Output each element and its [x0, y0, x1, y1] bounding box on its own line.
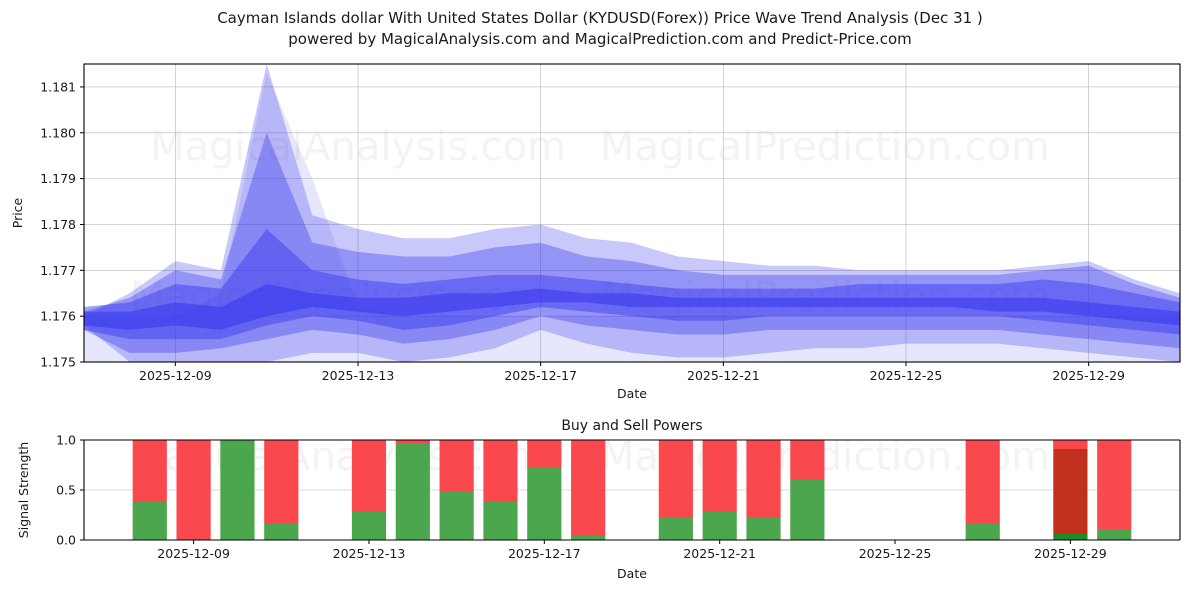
bar-segment-buy[interactable] — [703, 512, 737, 540]
y-tick-label: 1.180 — [40, 125, 76, 140]
bar-segment-buy[interactable] — [483, 502, 517, 540]
bar-segment-sell[interactable] — [1097, 440, 1131, 529]
x-tick-label: 2025-12-17 — [504, 368, 577, 383]
bar-segment-sell[interactable] — [571, 440, 605, 535]
bar-segment-sell[interactable] — [483, 440, 517, 502]
x-tick-label: 2025-12-09 — [157, 546, 230, 561]
y-tick-label: 1.179 — [40, 171, 76, 186]
bar-group — [264, 440, 298, 540]
bar-group — [966, 440, 1000, 540]
bar-segment-sell[interactable] — [659, 440, 693, 518]
bar-segment-buy[interactable] — [133, 502, 167, 540]
price-y-axis-ticks: 1.175 1.176 1.177 1.178 1.179 1.180 1.181 — [40, 79, 84, 369]
figure-title-line-1: Cayman Islands dollar With United States… — [0, 8, 1200, 29]
bar-segment-buy[interactable] — [352, 512, 386, 540]
bar-group — [440, 440, 474, 540]
bar-segment-buy[interactable] — [264, 523, 298, 540]
bar-segment-sell[interactable] — [352, 440, 386, 512]
bar-segment-buy[interactable] — [659, 518, 693, 540]
x-tick-label: 2025-12-25 — [870, 368, 943, 383]
figure-title-line-2: powered by MagicalAnalysis.com and Magic… — [0, 29, 1200, 50]
bar-group — [527, 440, 561, 540]
figure-title: Cayman Islands dollar With United States… — [0, 8, 1200, 50]
y-tick-label: 0.5 — [56, 483, 76, 498]
y-tick-label: 1.181 — [40, 79, 76, 94]
bar-group — [790, 440, 824, 540]
price-x-axis-label: Date — [617, 386, 647, 401]
buy-sell-y-axis-ticks: 0.0 0.5 1.0 — [56, 433, 84, 548]
bar-group — [133, 440, 167, 540]
x-tick-label: 2025-12-13 — [333, 546, 406, 561]
bar-segment-buy[interactable] — [220, 440, 254, 540]
watermark-text: MagicalPrediction.com — [600, 124, 1050, 170]
bar-group — [659, 440, 693, 540]
bar-segment-sell[interactable] — [133, 440, 167, 502]
bar-segment-sell[interactable] — [527, 440, 561, 468]
bar-segment-buy[interactable] — [396, 443, 430, 540]
x-tick-label: 2025-12-21 — [683, 546, 756, 561]
x-tick-label: 2025-12-17 — [508, 546, 581, 561]
bar-segment-sell[interactable] — [177, 440, 211, 540]
bar-segment-sell[interactable] — [264, 440, 298, 523]
bar-group — [571, 440, 605, 540]
y-tick-label: 1.178 — [40, 217, 76, 232]
bar-group — [177, 440, 211, 540]
bar-segment-buy[interactable] — [527, 468, 561, 540]
y-tick-label: 1.0 — [56, 433, 76, 448]
price-x-axis-ticks: 2025-12-09 2025-12-13 2025-12-17 2025-12-21… — [139, 362, 1125, 383]
x-tick-label: 2025-12-29 — [1052, 368, 1125, 383]
buy-sell-x-axis-ticks: 2025-12-09 2025-12-13 2025-12-17 2025-12-21… — [157, 540, 1106, 561]
bar-segment-sell[interactable] — [790, 440, 824, 479]
bar-segment-buy[interactable] — [746, 518, 780, 540]
bar-segment-sell[interactable] — [703, 440, 737, 512]
bar-group — [1053, 440, 1087, 540]
bar-group — [483, 440, 517, 540]
bar-group — [396, 440, 430, 540]
bar-segment-sell-cap — [1053, 440, 1087, 449]
bar-segment-buy[interactable] — [966, 523, 1000, 540]
charts-svg: MagicalAnalysis.comMagicalPrediction.com… — [0, 0, 1200, 600]
bar-segment-sell[interactable] — [746, 440, 780, 518]
y-tick-label: 1.177 — [40, 263, 76, 278]
bar-segment-sell[interactable] — [440, 440, 474, 491]
bar-segment-sell[interactable] — [966, 440, 1000, 523]
bar-segment-buy[interactable] — [440, 491, 474, 540]
price-wave-chart: MagicalAnalysis.comMagicalPrediction.com… — [10, 64, 1180, 401]
bar-group — [352, 440, 386, 540]
price-y-axis-label: Price — [10, 197, 25, 228]
x-tick-label: 2025-12-21 — [687, 368, 760, 383]
buy-sell-chart-title: Buy and Sell Powers — [561, 418, 702, 434]
bar-segment-buy[interactable] — [1053, 534, 1087, 540]
x-tick-label: 2025-12-29 — [1034, 546, 1107, 561]
buy-sell-y-axis-label: Signal Strength — [16, 442, 31, 538]
bar-segment-sell[interactable] — [1053, 440, 1087, 534]
x-tick-label: 2025-12-25 — [859, 546, 932, 561]
x-tick-label: 2025-12-09 — [139, 368, 212, 383]
bar-group — [746, 440, 780, 540]
bar-group — [220, 440, 254, 540]
bar-segment-buy[interactable] — [571, 535, 605, 540]
figure-canvas: Cayman Islands dollar With United States… — [0, 0, 1200, 600]
bar-group — [1097, 440, 1131, 540]
buy-sell-powers-chart: Buy and Sell Powers MagicalAnalysis.comM… — [16, 418, 1180, 581]
bar-group — [703, 440, 737, 540]
y-tick-label: 1.175 — [40, 355, 76, 370]
bar-segment-buy[interactable] — [790, 479, 824, 540]
y-tick-label: 0.0 — [56, 533, 76, 548]
buy-sell-x-axis-label: Date — [617, 566, 647, 581]
x-tick-label: 2025-12-13 — [322, 368, 395, 383]
bar-segment-buy[interactable] — [1097, 529, 1131, 540]
y-tick-label: 1.176 — [40, 309, 76, 324]
